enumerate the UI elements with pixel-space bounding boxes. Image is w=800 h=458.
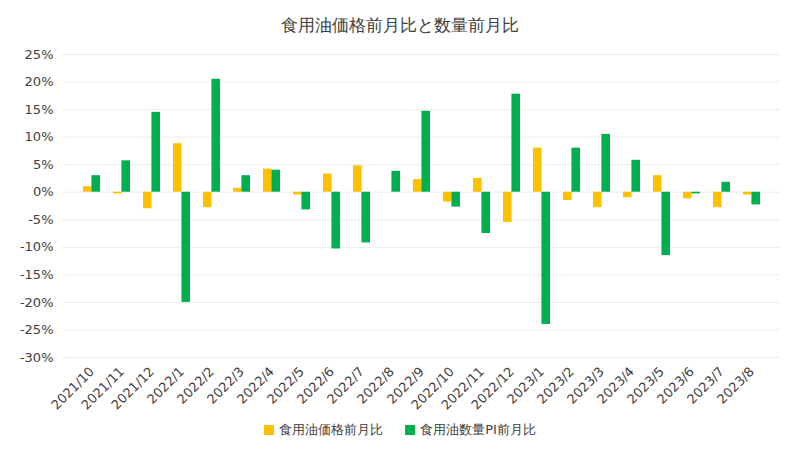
- svg-text:2023/7: 2023/7: [684, 363, 728, 407]
- svg-text:2023/3: 2023/3: [564, 363, 608, 407]
- svg-text:2022/7: 2022/7: [324, 363, 368, 407]
- svg-text:2021/10: 2021/10: [48, 363, 98, 413]
- html-text:食用油価格前月比: 食用油価格前月比: [279, 422, 384, 437]
- html-text:食用油価格前月比と数量前月比: 食用油価格前月比と数量前月比: [281, 15, 519, 35]
- html-text:食用油数量PI前月比: 食用油数量PI前月比: [420, 422, 536, 437]
- svg-text:2021/11: 2021/11: [78, 363, 128, 413]
- svg-text:20%: 20%: [25, 74, 54, 89]
- svg-text:-30%: -30%: [20, 350, 54, 365]
- svg-text:2023/4: 2023/4: [594, 363, 638, 407]
- svg-text:2022/1: 2022/1: [144, 363, 188, 407]
- svg-text:-15%: -15%: [20, 267, 54, 282]
- svg-text:25%: 25%: [25, 47, 54, 62]
- svg-text:2022/10: 2022/10: [408, 363, 458, 413]
- svg-text:2022/6: 2022/6: [294, 363, 338, 407]
- svg-text:2023/8: 2023/8: [714, 364, 757, 407]
- svg-text:0%: 0%: [33, 184, 54, 199]
- svg-text:-5%: -5%: [28, 212, 53, 227]
- svg-text:2021/12: 2021/12: [108, 364, 157, 413]
- svg-text:2022/11: 2022/11: [438, 363, 488, 413]
- svg-text:2022/12: 2022/12: [468, 364, 517, 413]
- svg-text:2022/2: 2022/2: [174, 363, 218, 407]
- svg-text:2023/6: 2023/6: [654, 363, 698, 407]
- svg-text:2022/4: 2022/4: [234, 363, 278, 407]
- svg-text:-25%: -25%: [20, 322, 54, 337]
- svg-text:2023/1: 2023/1: [504, 363, 548, 407]
- svg-text:5%: 5%: [33, 157, 54, 172]
- svg-text:15%: 15%: [25, 102, 54, 117]
- svg-text:10%: 10%: [25, 129, 54, 144]
- svg-text:-10%: -10%: [20, 239, 54, 254]
- svg-text:2023/2: 2023/2: [534, 363, 578, 407]
- svg-text:2023/5: 2023/5: [624, 363, 668, 407]
- svg-text:-20%: -20%: [20, 295, 54, 310]
- svg-text:2022/3: 2022/3: [204, 363, 248, 407]
- svg-text:2022/9: 2022/9: [384, 363, 428, 407]
- svg-text:2022/8: 2022/8: [354, 363, 398, 407]
- svg-text:2022/5: 2022/5: [264, 363, 308, 407]
